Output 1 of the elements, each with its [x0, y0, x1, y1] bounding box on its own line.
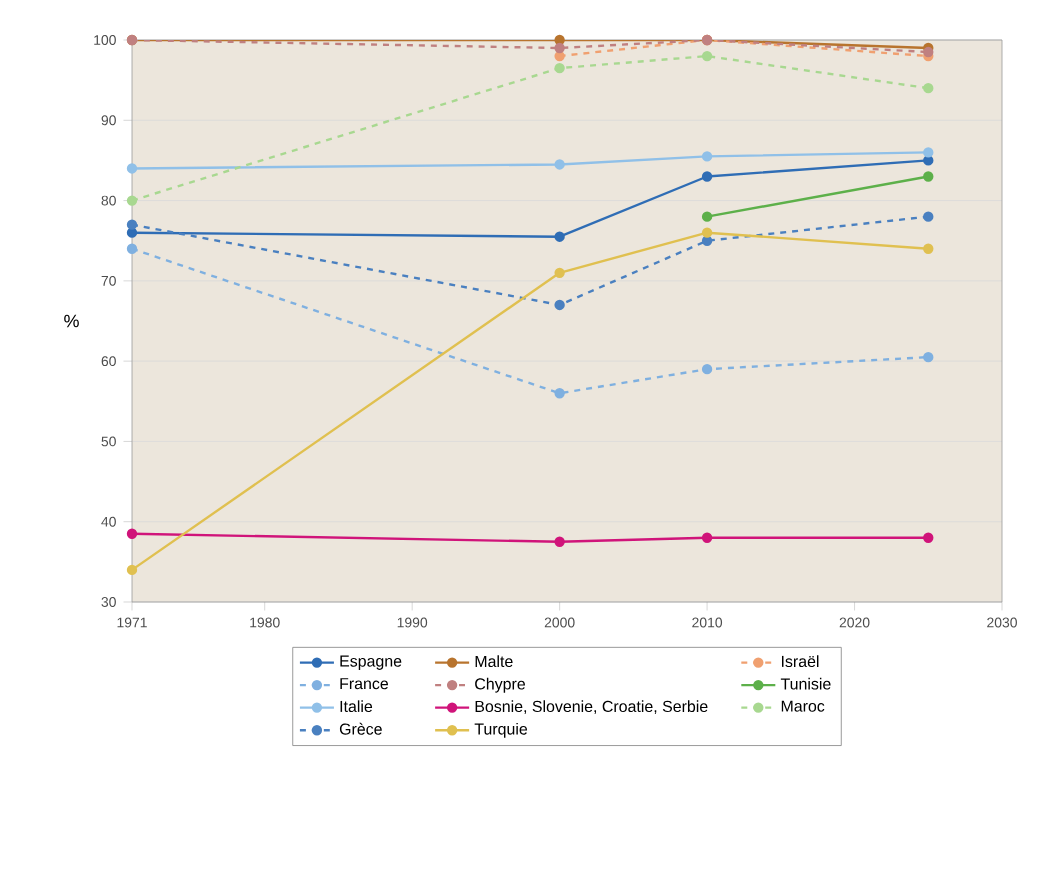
y-axis-title: %	[64, 314, 79, 328]
